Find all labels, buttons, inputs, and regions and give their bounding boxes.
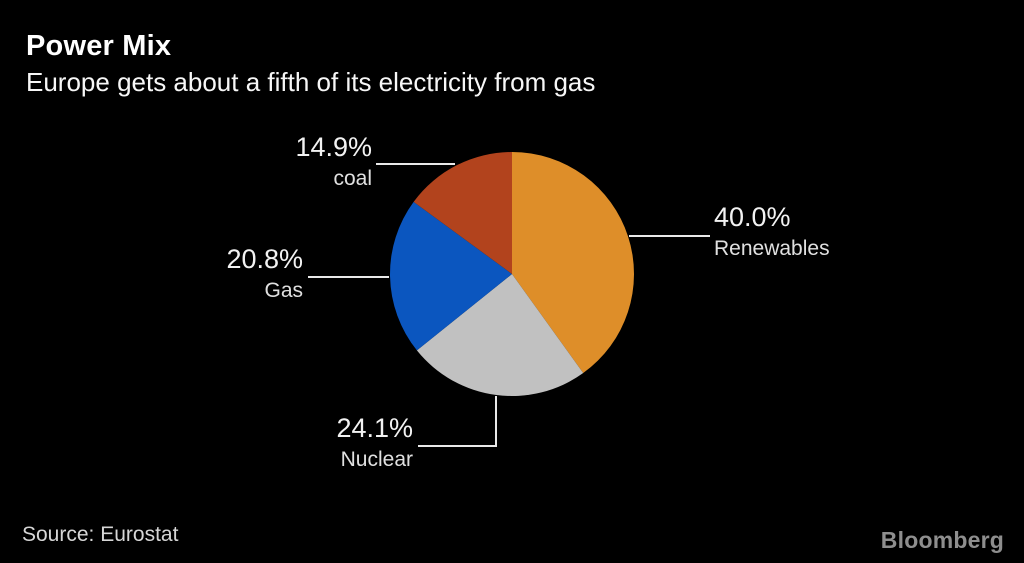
pie-slice-coal: [413, 152, 512, 274]
slice-value-gas: 20.8%: [226, 244, 303, 274]
source-text: Source: Eurostat: [22, 523, 179, 546]
pie-slice-nuclear: [416, 274, 584, 396]
slice-label-nuclear: Nuclear: [340, 448, 413, 471]
pie-slice-gas: [390, 201, 512, 351]
chart-subtitle: Europe gets about a fifth of its electri…: [26, 67, 596, 97]
callout-gas: 20.8% Gas: [226, 245, 303, 303]
slice-value-nuclear: 24.1%: [336, 413, 413, 443]
slice-label-gas: Gas: [264, 279, 303, 302]
slice-value-renewables: 40.0%: [714, 202, 791, 232]
callout-nuclear: 24.1% Nuclear: [336, 414, 413, 472]
pie-slice-renewables: [512, 152, 634, 374]
page-title: Power Mix: [26, 30, 172, 62]
chart-header: Power Mix Europe gets about a fifth of i…: [26, 30, 595, 97]
pie-chart: [390, 152, 634, 396]
callout-renewables: 40.0% Renewables: [714, 203, 830, 261]
slice-label-renewables: Renewables: [714, 237, 830, 260]
leader-line-nuclear: [418, 396, 497, 447]
callout-coal: 14.9% coal: [295, 133, 372, 191]
slice-value-coal: 14.9%: [295, 132, 372, 162]
bloomberg-logo: Bloomberg: [880, 527, 1004, 553]
slice-label-coal: coal: [333, 167, 372, 190]
